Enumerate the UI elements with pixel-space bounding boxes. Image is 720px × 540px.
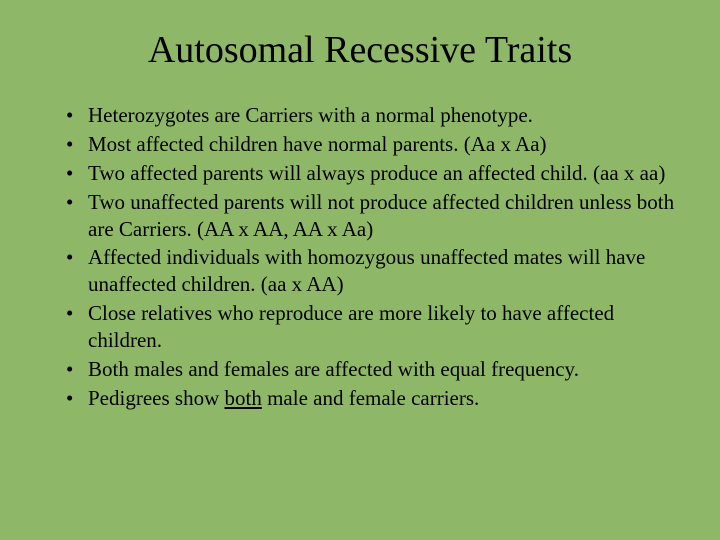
list-item: Most affected children have normal paren… (66, 131, 680, 158)
list-item: Heterozygotes are Carriers with a normal… (66, 102, 680, 129)
list-item: Pedigrees show both male and female carr… (66, 385, 680, 412)
slide-title: Autosomal Recessive Traits (40, 28, 680, 72)
bullet-list: Heterozygotes are Carriers with a normal… (40, 102, 680, 412)
list-item-post: male and female carriers. (262, 386, 479, 410)
list-item-pre: Pedigrees show (88, 386, 224, 410)
list-item-underline: both (224, 386, 261, 410)
list-item: Two unaffected parents will not produce … (66, 189, 680, 243)
list-item: Affected individuals with homozygous una… (66, 244, 680, 298)
list-item: Two affected parents will always produce… (66, 160, 680, 187)
list-item: Both males and females are affected with… (66, 356, 680, 383)
list-item: Close relatives who reproduce are more l… (66, 300, 680, 354)
